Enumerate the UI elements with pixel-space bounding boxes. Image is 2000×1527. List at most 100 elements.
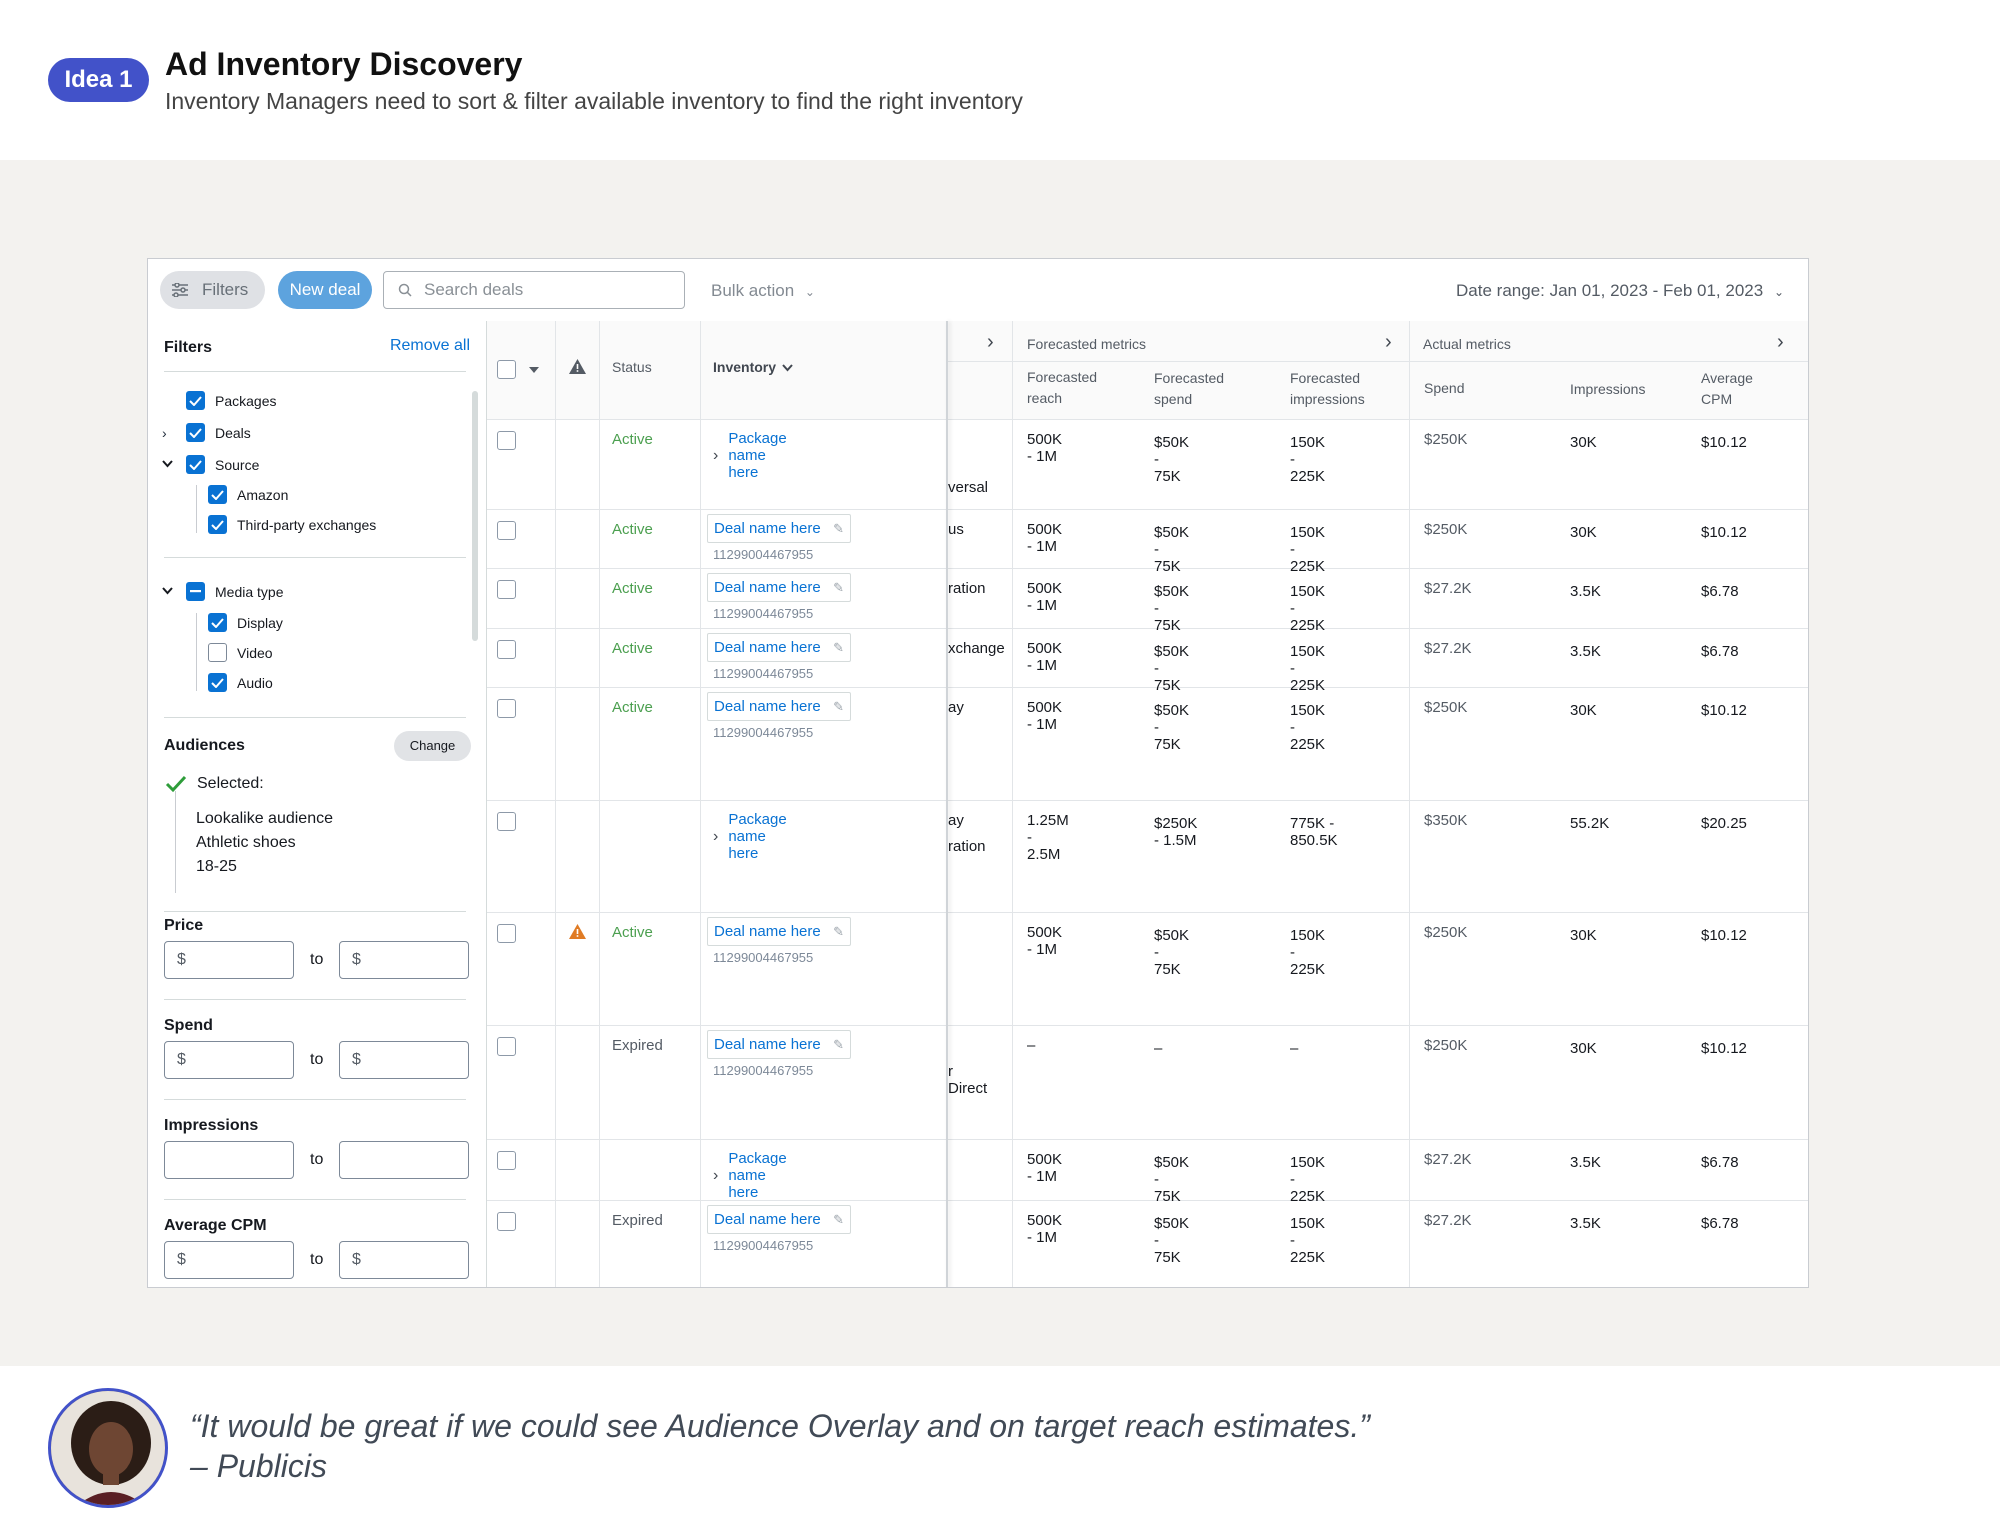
row-divider: [487, 800, 1808, 801]
chevron-right-icon[interactable]: ›: [713, 827, 719, 845]
row-checkbox[interactable]: [497, 812, 516, 831]
remove-all-link[interactable]: Remove all: [389, 337, 470, 354]
row-checkbox[interactable]: [497, 640, 516, 659]
chevron-right-icon[interactable]: ›: [162, 425, 167, 441]
spend-max-input[interactable]: $: [339, 1041, 469, 1079]
status-column-header[interactable]: Status: [612, 359, 652, 375]
pencil-icon[interactable]: ✎: [833, 924, 844, 939]
quote-source: – Publicis: [190, 1448, 327, 1484]
pencil-icon[interactable]: ✎: [833, 1212, 844, 1227]
column-divider: [1012, 321, 1013, 1287]
pencil-icon[interactable]: ✎: [833, 1037, 844, 1052]
deal-name-field[interactable]: Deal name here ✎: [707, 573, 851, 602]
chevron-right-icon[interactable]: ›: [1777, 331, 1784, 353]
forecasted-spend-header[interactable]: Forecasted spend: [1154, 368, 1224, 410]
chevron-right-icon[interactable]: ›: [987, 331, 994, 353]
pencil-icon[interactable]: ✎: [833, 699, 844, 714]
chevron-down-icon[interactable]: [162, 460, 173, 468]
package-link[interactable]: › Package name here: [713, 1150, 787, 1201]
chevron-right-icon[interactable]: ›: [1385, 331, 1392, 353]
checkbox-checked[interactable]: [208, 673, 227, 692]
filters-button-label: Filters: [202, 280, 249, 299]
average-cpm-header[interactable]: Average CPM: [1701, 368, 1753, 410]
spend-min-input[interactable]: $: [164, 1041, 294, 1079]
deal-name-field[interactable]: Deal name here ✎: [707, 633, 851, 662]
forecasted-spend-value: –: [1154, 1040, 1163, 1057]
impressions-value: 30K: [1570, 702, 1597, 719]
filter-video[interactable]: Video: [208, 643, 273, 662]
filter-deals[interactable]: Deals: [186, 423, 251, 442]
filter-amazon[interactable]: Amazon: [208, 485, 288, 504]
checkbox-checked[interactable]: [186, 423, 205, 442]
inventory-column-header[interactable]: Inventory: [713, 357, 793, 378]
search-input[interactable]: [424, 280, 664, 300]
pencil-icon[interactable]: ✎: [833, 580, 844, 595]
filter-packages[interactable]: Packages: [186, 391, 276, 410]
deal-name-field[interactable]: Deal name here ✎: [707, 917, 851, 946]
impressions-value: 30K: [1570, 434, 1597, 451]
caret-down-icon[interactable]: [529, 367, 539, 373]
forecasted-impressions-header[interactable]: Forecasted impressions: [1290, 368, 1365, 410]
filter-audio[interactable]: Audio: [208, 673, 273, 692]
price-min-input[interactable]: $: [164, 941, 294, 979]
row-checkbox[interactable]: [497, 1212, 516, 1231]
chevron-right-icon[interactable]: ›: [713, 446, 719, 464]
avg-cpm-max-input[interactable]: $: [339, 1241, 469, 1279]
deal-name-field[interactable]: Deal name here ✎: [707, 514, 851, 543]
checkbox-indeterminate[interactable]: [186, 582, 205, 601]
price-max-input[interactable]: $: [339, 941, 469, 979]
checkbox-checked[interactable]: [186, 391, 205, 410]
actual-metrics-group: Actual metrics: [1423, 336, 1511, 352]
pencil-icon[interactable]: ✎: [833, 640, 844, 655]
pencil-icon[interactable]: ✎: [833, 521, 844, 536]
chevron-down-icon[interactable]: [162, 587, 173, 595]
select-all-checkbox[interactable]: [497, 360, 516, 379]
row-checkbox[interactable]: [497, 580, 516, 599]
filters-scrollbar[interactable]: [472, 391, 478, 641]
filters-heading: Filters: [164, 339, 213, 356]
checkbox-unchecked[interactable]: [208, 643, 227, 662]
avg-cpm-title: Average CPM: [164, 1217, 267, 1234]
avg-cpm-min-input[interactable]: $: [164, 1241, 294, 1279]
chevron-right-icon[interactable]: ›: [713, 1166, 719, 1184]
change-audiences-button[interactable]: Change: [394, 731, 471, 761]
package-link[interactable]: › Package name here: [713, 430, 787, 481]
filter-media-type[interactable]: Media type: [186, 582, 283, 601]
filter-source[interactable]: Source: [186, 455, 259, 474]
truncated-source-text: r Direct: [948, 1063, 988, 1097]
impressions-header[interactable]: Impressions: [1570, 381, 1646, 397]
impressions-min-input[interactable]: [164, 1141, 294, 1179]
spacer: [1012, 321, 1013, 322]
deal-name-field[interactable]: Deal name here ✎: [707, 692, 851, 721]
deal-name-field[interactable]: Deal name here ✎: [707, 1030, 851, 1059]
filter-display[interactable]: Display: [208, 613, 283, 632]
row-checkbox[interactable]: [497, 431, 516, 450]
price-title: Price: [164, 917, 204, 934]
search-box[interactable]: [383, 271, 685, 309]
status-text: Expired: [612, 1212, 663, 1229]
row-checkbox[interactable]: [497, 1151, 516, 1170]
new-deal-button[interactable]: New deal: [278, 271, 372, 309]
checkbox-checked[interactable]: [208, 613, 227, 632]
bulk-action-dropdown[interactable]: Bulk action ⌄: [711, 281, 815, 301]
impressions-max-input[interactable]: [339, 1141, 469, 1179]
filters-button[interactable]: Filters: [160, 271, 265, 309]
checkbox-checked[interactable]: [186, 455, 205, 474]
checkbox-checked[interactable]: [208, 485, 227, 504]
filter-third-party[interactable]: Third-party exchanges: [208, 515, 376, 534]
row-checkbox[interactable]: [497, 521, 516, 540]
divider: [164, 1199, 466, 1200]
row-checkbox[interactable]: [497, 1037, 516, 1056]
forecasted-reach-header[interactable]: Forecasted reach: [1027, 367, 1097, 409]
deal-name: Deal name here: [714, 639, 821, 656]
impressions-value: 55.2K: [1570, 815, 1610, 832]
average-cpm-value: $6.78: [1701, 643, 1739, 660]
row-checkbox[interactable]: [497, 699, 516, 718]
spend-header[interactable]: Spend: [1424, 380, 1465, 396]
package-link[interactable]: › Package name here: [713, 811, 787, 862]
row-checkbox[interactable]: [497, 924, 516, 943]
deal-name-field[interactable]: Deal name here ✎: [707, 1205, 851, 1234]
checkbox-checked[interactable]: [208, 515, 227, 534]
header-group-divider: [947, 361, 1808, 362]
date-range-dropdown[interactable]: Date range: Jan 01, 2023 - Feb 01, 2023 …: [1456, 281, 1784, 301]
